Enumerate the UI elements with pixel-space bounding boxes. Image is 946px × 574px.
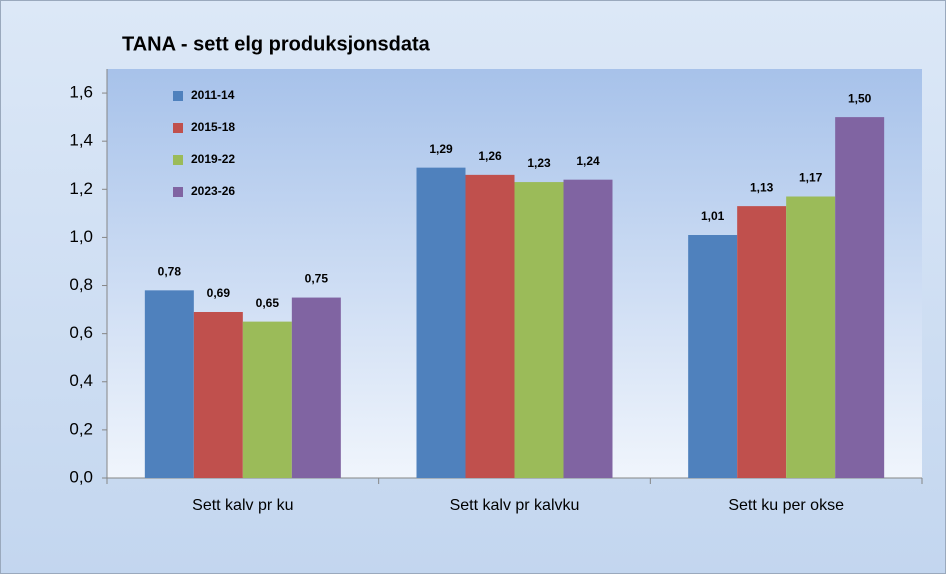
y-tick-label: 1,4 <box>69 131 93 150</box>
bar <box>786 196 836 478</box>
legend-swatch <box>173 91 183 101</box>
y-tick-label: 1,6 <box>69 83 93 102</box>
data-label: 0,78 <box>158 265 182 279</box>
legend-label: 2011-14 <box>191 88 235 102</box>
bar <box>563 179 613 478</box>
data-label: 1,17 <box>799 171 823 185</box>
bar <box>416 167 466 478</box>
y-tick-label: 0,8 <box>69 275 93 294</box>
bar <box>144 290 194 478</box>
data-label: 0,75 <box>305 272 329 286</box>
legend-label: 2015-18 <box>191 120 235 134</box>
data-label: 1,24 <box>576 154 600 168</box>
data-label: 1,13 <box>750 180 774 194</box>
legend-swatch <box>173 155 183 165</box>
x-tick-label: Sett kalv pr ku <box>192 497 293 514</box>
bar <box>291 297 341 478</box>
legend-swatch <box>173 123 183 133</box>
data-label: 1,50 <box>848 91 872 105</box>
bar <box>688 235 738 478</box>
bar <box>465 174 515 478</box>
y-tick-label: 0,6 <box>69 323 93 342</box>
legend-swatch <box>173 187 183 197</box>
data-label: 1,26 <box>478 149 502 163</box>
data-label: 1,23 <box>527 156 551 170</box>
y-tick-label: 1,0 <box>69 227 93 246</box>
x-tick-label: Sett kalv pr kalvku <box>450 497 580 514</box>
bar <box>835 117 885 478</box>
legend-label: 2019-22 <box>191 152 235 166</box>
y-tick-label: 0,4 <box>69 371 93 390</box>
data-label: 1,29 <box>429 142 453 156</box>
data-label: 0,69 <box>207 286 231 300</box>
chart-title: TANA - sett elg produksjonsdata <box>122 33 431 55</box>
y-tick-label: 0,2 <box>69 419 93 438</box>
bar <box>514 182 564 478</box>
bar <box>242 321 292 478</box>
legend-label: 2023-26 <box>191 184 235 198</box>
y-tick-label: 0,0 <box>69 467 93 486</box>
data-label: 1,01 <box>701 209 725 223</box>
x-tick-label: Sett ku per okse <box>728 497 844 514</box>
bar <box>193 311 243 478</box>
y-tick-label: 1,2 <box>69 179 93 198</box>
bar <box>737 206 787 478</box>
data-label: 0,65 <box>256 296 280 310</box>
